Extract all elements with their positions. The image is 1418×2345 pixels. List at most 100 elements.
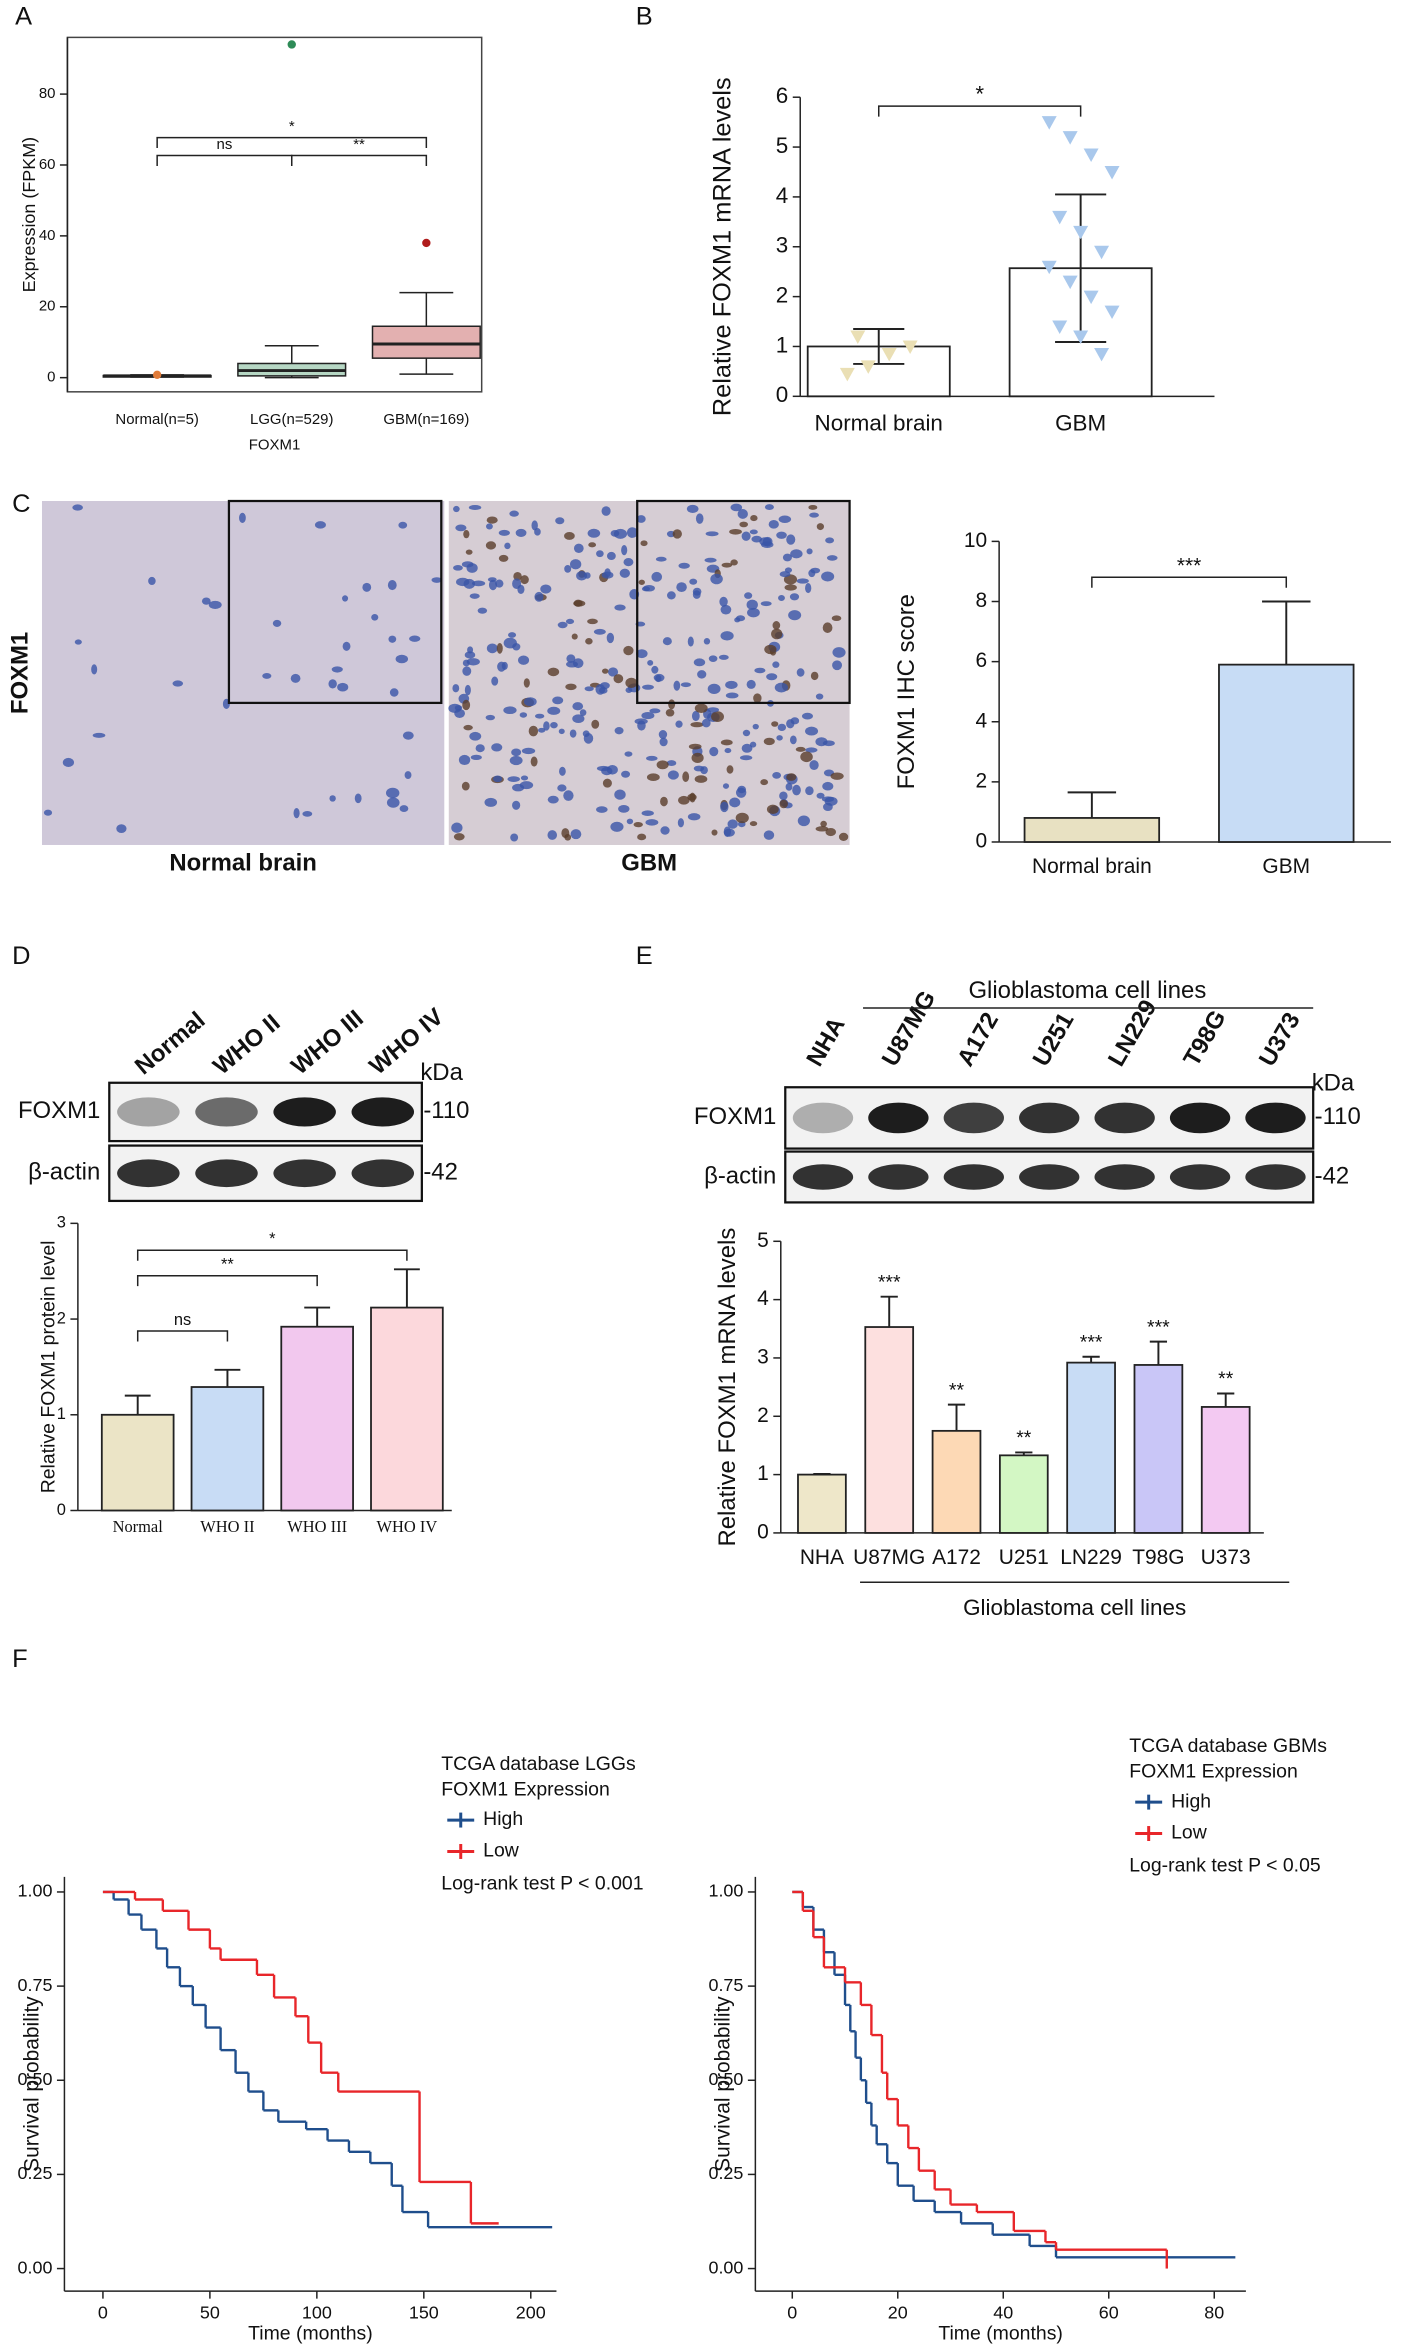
cell-nucleus [737,509,748,519]
bar [370,1306,444,1512]
x-tick-label: WHO III [287,1517,347,1536]
cell-nucleus [641,810,654,817]
cell-nucleus [801,712,813,720]
cell-nucleus [328,679,337,689]
y-tick-label: 0.50 [18,2069,53,2089]
cell-nucleus [43,809,53,816]
cell-nucleus [91,664,98,675]
x-tick-label: 100 [302,2302,332,2322]
cell-nucleus [116,824,127,834]
cell-nucleus [573,600,586,607]
y-tick-label: 0 [976,830,988,853]
cell-nucleus [646,773,660,781]
blot-band [943,1164,1004,1190]
panel-letter: A [15,3,32,31]
cell-nucleus [723,826,732,838]
cell-nucleus [519,712,528,718]
cell-nucleus [569,729,577,738]
lane-label: A172 [952,1008,1004,1071]
y-tick-label: 1.00 [708,1881,743,1901]
cell-nucleus [148,576,156,586]
cell-nucleus [453,505,460,513]
data-point [1052,210,1068,225]
cell-nucleus [725,692,739,699]
data-point [839,367,855,382]
y-tick-label: 6 [976,649,988,672]
y-tick-label: 3 [757,1345,769,1368]
cell-nucleus [488,579,498,591]
cell-nucleus [690,721,704,728]
cell-nucleus [552,696,564,705]
cell-nucleus [565,618,575,625]
cell-nucleus [805,583,812,594]
blot-row-label: FOXM1 [694,1103,776,1130]
cell-nucleus [543,721,550,731]
cell-nucleus [633,821,643,828]
cell-nucleus [520,575,529,585]
cell-nucleus [572,714,585,723]
y-tick-label: 0 [757,1520,769,1543]
cell-nucleus [703,638,711,645]
blot-band [1169,1164,1231,1190]
blot-size: -42 [423,1159,458,1186]
x-tick-label: GBM(n=169) [383,411,469,428]
cell-nucleus [201,597,211,605]
cell-nucleus [626,527,638,538]
cell-nucleus [675,720,683,728]
legend-heading: TCGA database GBMs [1129,1735,1327,1757]
cell-nucleus [503,706,517,715]
legend-label: High [1171,1790,1211,1812]
cell-nucleus [810,567,821,574]
x-tick-label: GBM [1262,855,1310,878]
cell-nucleus [521,747,536,755]
cell-nucleus [92,732,106,738]
blot-size: -42 [1315,1162,1350,1189]
cell-nucleus [461,781,470,791]
bar [998,1454,1049,1534]
significance-label: * [269,1230,276,1248]
cell-nucleus [614,789,626,800]
cell-nucleus [709,746,719,757]
cell-nucleus [778,595,785,602]
cell-nucleus [508,632,517,638]
cell-nucleus [570,559,582,570]
cell-nucleus [469,593,480,599]
cell-nucleus [469,731,482,741]
cell-nucleus [509,510,519,517]
cell-nucleus [515,528,527,537]
cell-nucleus [647,659,654,666]
bar [797,1473,847,1534]
cell-nucleus [587,528,601,538]
data-point [1052,320,1068,335]
cell-nucleus [239,512,246,523]
cell-nucleus [621,545,628,556]
legend-label: Low [1171,1822,1208,1844]
significance-label: *** [878,1271,901,1293]
cell-nucleus [547,667,560,677]
cell-nucleus [462,666,472,676]
x-axis-title: FOXM1 [249,437,300,454]
data-point [1094,347,1110,362]
cell-nucleus [625,677,638,688]
significance-bracket [1091,576,1288,588]
y-axis-title: Relative FOXM1 protein level [38,1241,60,1494]
cell-nucleus [678,562,690,569]
cell-nucleus [796,668,805,677]
y-tick-label: 0 [57,1501,66,1519]
x-tick-label: A172 [932,1546,981,1569]
y-tick-label: 60 [39,156,56,173]
y-tick-label: 0.00 [708,2257,743,2277]
cell-nucleus [402,731,414,740]
cell-nucleus [808,504,818,510]
inset-frame [636,499,851,705]
cell-nucleus [272,619,282,627]
max-point [152,370,162,380]
cell-nucleus [655,674,662,683]
x-tick-label: 0 [98,2302,108,2322]
blot-band [1094,1102,1155,1134]
cell-nucleus [687,636,694,647]
cell-nucleus [606,632,615,644]
cell-nucleus [208,600,222,609]
cell-nucleus [385,787,400,799]
significance-bracket [136,1330,229,1342]
